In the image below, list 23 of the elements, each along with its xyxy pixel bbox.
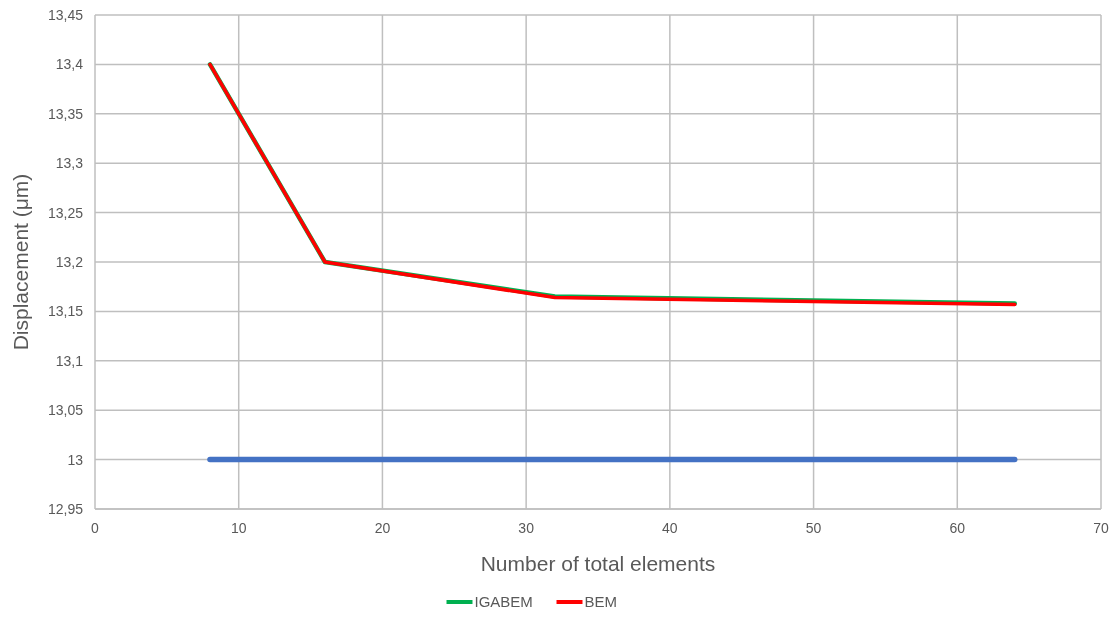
y-tick-label: 12,95 bbox=[47, 501, 84, 517]
y-axis-title: Displacement (μm) bbox=[9, 173, 32, 351]
y-tick-label: 13 bbox=[67, 451, 84, 468]
x-tick-label: 30 bbox=[518, 520, 535, 536]
y-tick-label: 13,2 bbox=[55, 254, 84, 270]
legend-label: BEM bbox=[584, 593, 618, 610]
x-axis-title: Number of total elements bbox=[480, 552, 716, 575]
x-tick-label: 10 bbox=[230, 520, 247, 536]
x-tick-label: 20 bbox=[374, 520, 391, 536]
x-tick-label: 0 bbox=[91, 520, 100, 536]
y-tick-label: 13,1 bbox=[55, 352, 84, 369]
x-tick-label: 60 bbox=[949, 520, 966, 536]
x-tick-label: 50 bbox=[805, 520, 822, 536]
y-tick-label: 13,25 bbox=[47, 204, 84, 221]
y-tick-label: 13,3 bbox=[55, 155, 84, 172]
y-tick-label: 13,4 bbox=[55, 56, 84, 73]
y-tick-label: 13,35 bbox=[47, 105, 84, 122]
y-tick-label: 13,45 bbox=[47, 7, 84, 23]
y-tick-label: 13,15 bbox=[47, 303, 84, 320]
y-tick-label: 13,05 bbox=[47, 402, 84, 419]
legend-label: IGABEM bbox=[474, 593, 533, 610]
x-tick-label: 70 bbox=[1093, 520, 1109, 536]
x-tick-label: 40 bbox=[662, 520, 678, 536]
